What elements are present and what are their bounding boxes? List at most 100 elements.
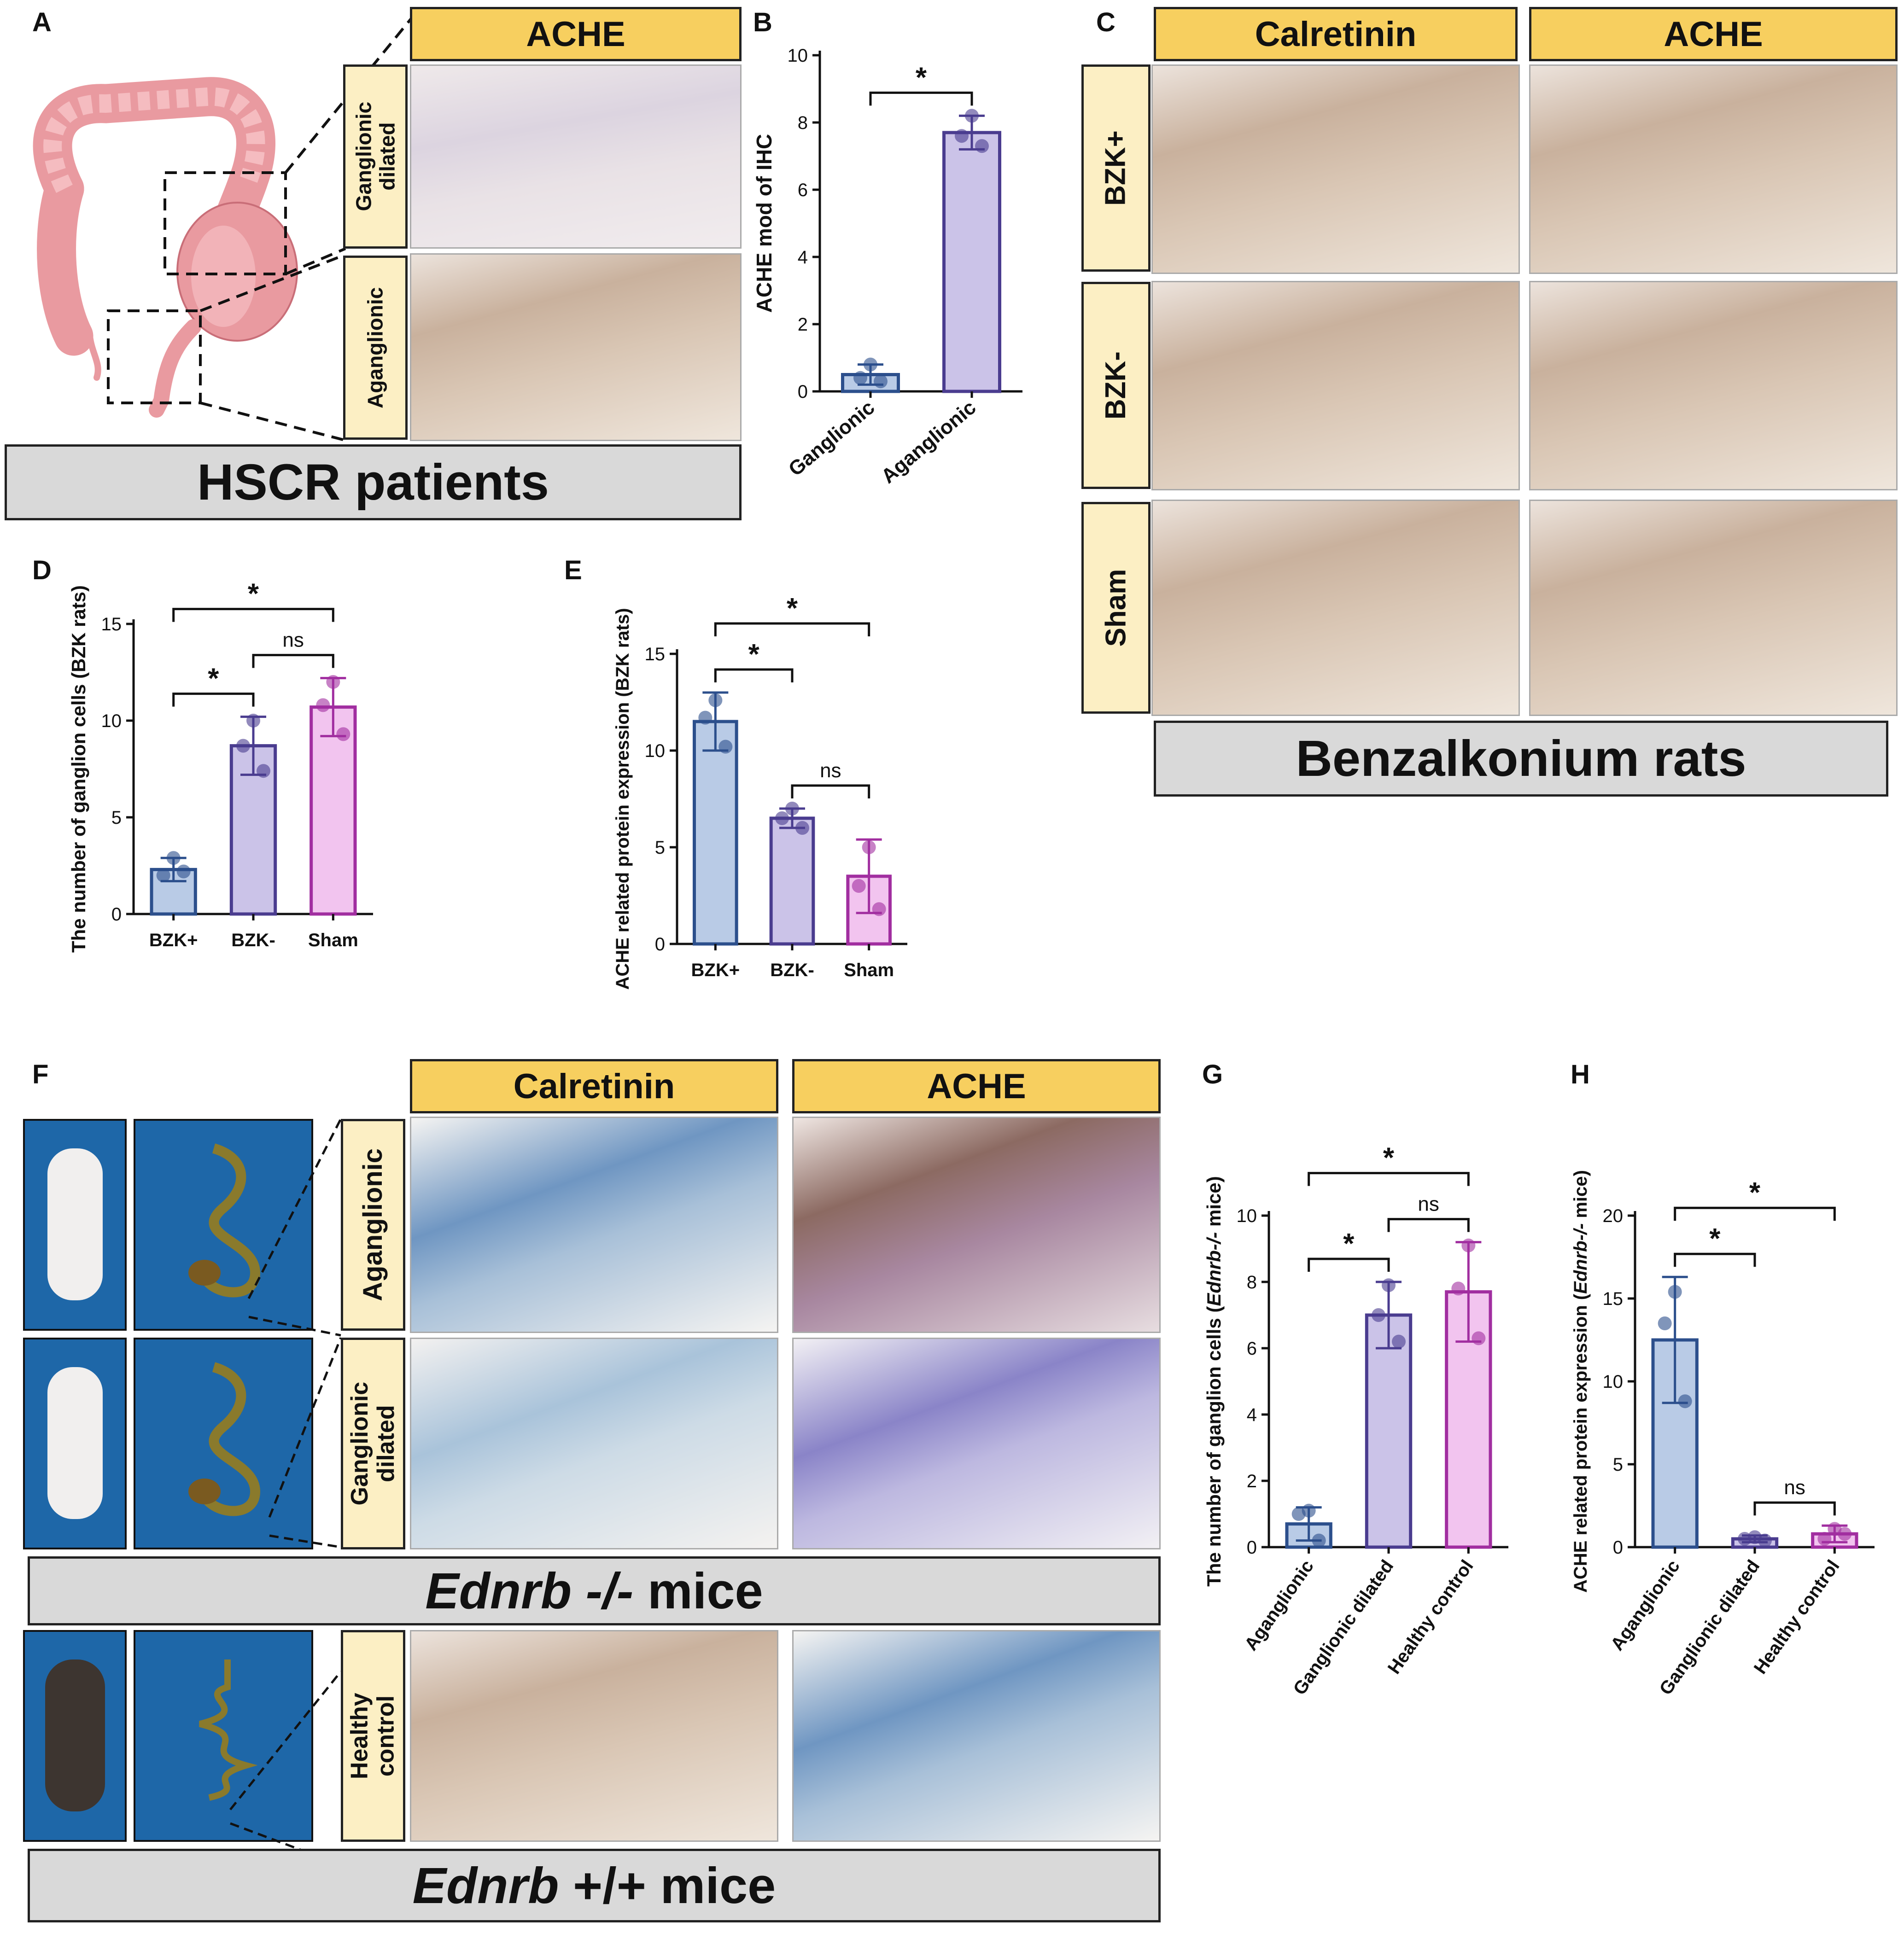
x-tick-label: Aganglionic	[1607, 1556, 1684, 1654]
data-point	[1372, 1308, 1385, 1322]
bar	[769, 816, 815, 946]
significance-bracket	[172, 693, 255, 707]
data-point	[1472, 1331, 1486, 1345]
y-tick-label: 15	[101, 614, 122, 635]
panel-f-band-2: Ednrb +/+ mice	[28, 1849, 1161, 1922]
significance-label: ns	[282, 629, 304, 652]
y-tick-label: 4	[1247, 1405, 1257, 1425]
histology-image-f-2	[792, 1117, 1161, 1333]
y-tick-label: 6	[1247, 1339, 1257, 1359]
colon-photo-2	[134, 1338, 313, 1549]
histology-image-f-3	[410, 1338, 778, 1549]
data-point	[955, 129, 969, 143]
zoom-box-lines-a	[107, 17, 413, 441]
significance-label: *	[1383, 1142, 1395, 1174]
x-tick-label: BZK+	[149, 930, 198, 950]
panel-c-row-label-3: Sham	[1081, 502, 1151, 714]
data-point	[1291, 1507, 1306, 1521]
histology-image-c-4	[1529, 281, 1898, 490]
panel-f-row-label-3: Healthy control	[341, 1630, 405, 1842]
data-point	[1461, 1238, 1476, 1252]
x-tick-label: Sham	[844, 960, 894, 980]
chart-e: 0 5 10 15 ACHE related protein expression (B…	[590, 589, 940, 1050]
panel-c-header-1: Calretinin	[1154, 7, 1518, 61]
data-point	[775, 811, 789, 825]
data-point	[975, 139, 989, 153]
panel-c-footer: Benzalkonium rats	[1154, 721, 1888, 797]
histology-image-f-6	[792, 1630, 1161, 1842]
histology-image-f-5	[410, 1630, 778, 1842]
y-axis-label: ACHE mod of IHC	[752, 134, 776, 313]
chart-svg: 0 2 4 6 8 10 ACHE mod of IHC GanglionicAganglio…	[752, 46, 1022, 488]
y-tick-label: 6	[798, 180, 808, 200]
chart-b: 0 2 4 6 8 10 ACHE mod of IHC Ganglionic Aganglio…	[751, 37, 1050, 534]
significance-label: *	[1749, 1177, 1761, 1209]
significance-bracket	[1308, 1172, 1470, 1186]
panel-f-row-label-1: Aganglionic	[341, 1119, 405, 1331]
chart-svg: 0 2 4 6 8 10 The number of ganglion cells (Edn…	[1203, 1142, 1508, 1699]
chart-svg: 0 5 10 15 ACHE related protein expression (B…	[613, 593, 907, 990]
data-point	[1738, 1532, 1752, 1546]
panel-label-d: D	[32, 555, 52, 585]
x-tick-label: BZK-	[231, 930, 275, 950]
significance-bracket	[714, 622, 870, 636]
mouse-photo-2	[23, 1338, 127, 1549]
data-point	[1838, 1527, 1852, 1541]
y-tick-label: 0	[798, 382, 808, 402]
data-point	[785, 802, 799, 815]
significance-bracket	[1753, 1501, 1836, 1516]
data-point	[1817, 1532, 1832, 1546]
data-point	[1758, 1533, 1772, 1548]
data-point	[1312, 1533, 1326, 1548]
histology-image-a-ganglionic	[410, 64, 742, 249]
significance-bracket	[1387, 1218, 1470, 1232]
y-tick-label: 10	[101, 711, 122, 731]
data-point	[316, 698, 330, 712]
panel-c-row-label-2: BZK-	[1081, 282, 1151, 489]
panel-label-f: F	[32, 1060, 49, 1089]
histology-image-c-3	[1151, 281, 1520, 490]
data-point	[1668, 1285, 1682, 1299]
chart-g: 0 2 4 6 8 10 The number of ganglion cells (Edn…	[1197, 1114, 1529, 1736]
data-point	[176, 864, 191, 879]
significance-label: *	[916, 62, 927, 93]
data-point	[874, 374, 888, 389]
significance-label: *	[787, 593, 798, 624]
histology-image-c-1	[1151, 64, 1520, 274]
significance-bracket	[1308, 1258, 1390, 1272]
data-point	[1382, 1278, 1396, 1293]
x-tick-label: Sham	[308, 930, 358, 950]
y-tick-label: 5	[1613, 1455, 1623, 1475]
panel-c-row-label-1: BZK+	[1081, 64, 1151, 272]
y-tick-label: 2	[798, 314, 808, 335]
significance-label: *	[1709, 1223, 1721, 1255]
y-tick-label: 8	[1247, 1272, 1257, 1293]
histology-image-c-2	[1529, 64, 1898, 274]
panel-f-header-1: Calretinin	[410, 1059, 778, 1113]
y-tick-label: 0	[1613, 1537, 1623, 1558]
y-tick-label: 8	[798, 113, 808, 133]
data-point	[1451, 1281, 1466, 1296]
y-tick-label: 0	[111, 904, 122, 925]
data-point	[1678, 1394, 1692, 1409]
x-tick-label: Ganglionic	[784, 396, 879, 481]
histology-image-f-4	[792, 1338, 1161, 1549]
data-point	[872, 902, 886, 916]
chart-h: 0 5 10 15 20 ACHE related protein expression …	[1566, 1114, 1898, 1736]
significance-label: ns	[1784, 1476, 1805, 1499]
y-tick-label: 15	[645, 644, 666, 664]
x-tick-label: Aganglionic	[877, 396, 980, 488]
bar	[693, 720, 738, 946]
y-tick-label: 4	[798, 247, 808, 268]
y-tick-label: 5	[655, 838, 665, 858]
chart-svg: 0 5 10 15 The number of ganglion cells (BZK …	[68, 578, 373, 953]
panel-label-c: C	[1096, 7, 1116, 37]
y-tick-label: 0	[1247, 1537, 1257, 1558]
data-point	[965, 109, 979, 123]
data-point	[698, 710, 713, 725]
panel-label-a: A	[32, 7, 52, 37]
histology-image-f-1	[410, 1117, 778, 1333]
y-tick-label: 15	[1603, 1289, 1624, 1309]
data-point	[853, 371, 867, 385]
panel-f-row-label-2: Ganglionic dilated	[341, 1338, 405, 1549]
